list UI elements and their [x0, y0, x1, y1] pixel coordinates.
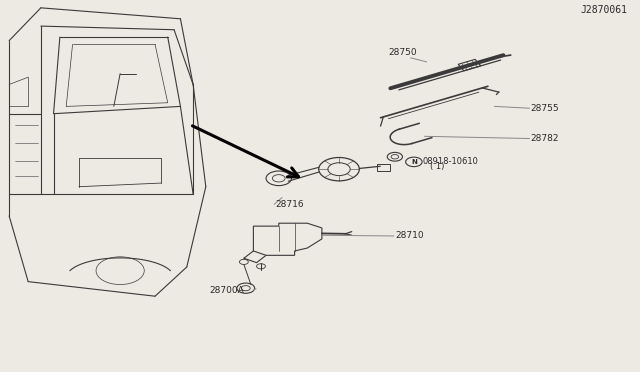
- Circle shape: [391, 155, 399, 159]
- Text: ( 1): ( 1): [430, 162, 445, 171]
- Text: 28755: 28755: [531, 104, 559, 113]
- Circle shape: [328, 163, 350, 176]
- Circle shape: [257, 264, 266, 269]
- Circle shape: [319, 157, 359, 181]
- Text: 28750: 28750: [388, 48, 417, 57]
- Text: J2870061: J2870061: [580, 5, 628, 15]
- Circle shape: [239, 259, 248, 264]
- Polygon shape: [377, 164, 390, 171]
- Polygon shape: [253, 223, 322, 255]
- Text: 28782: 28782: [531, 134, 559, 143]
- Circle shape: [266, 171, 291, 186]
- Text: 08918-10610: 08918-10610: [423, 157, 479, 166]
- Text: 28716: 28716: [276, 200, 304, 209]
- Text: 28710: 28710: [395, 231, 424, 240]
- Circle shape: [273, 175, 285, 182]
- Circle shape: [237, 283, 255, 293]
- Circle shape: [96, 257, 144, 285]
- Polygon shape: [458, 60, 481, 71]
- Text: N: N: [411, 159, 417, 165]
- Text: 28700A: 28700A: [209, 285, 244, 295]
- Circle shape: [241, 286, 250, 291]
- Circle shape: [387, 153, 403, 161]
- Circle shape: [406, 157, 422, 167]
